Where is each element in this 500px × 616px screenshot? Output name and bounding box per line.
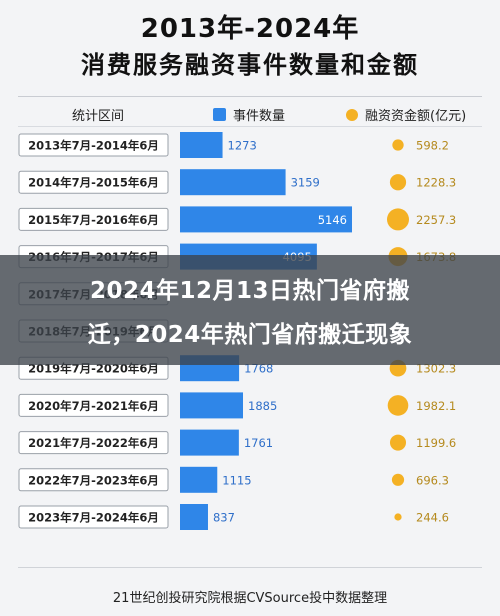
count-bar (180, 392, 244, 419)
category-label: 2014年7月-2015年6月 (28, 176, 159, 190)
amount-value-label: 1228.3 (416, 176, 456, 190)
count-value-label: 1115 (222, 473, 251, 487)
amount-value-label: 244.6 (416, 511, 449, 525)
category-box (18, 468, 169, 492)
legend-dot-icon (346, 108, 358, 121)
category-box (18, 393, 169, 417)
overlay-banner (0, 255, 500, 365)
top-divider (18, 96, 482, 97)
amount-value-label: 1302.3 (416, 362, 456, 376)
amount-dot (387, 208, 409, 231)
banner-line2: 迁，2024年热门省府搬迁现象 (87, 322, 413, 348)
amount-dot (387, 395, 409, 416)
count-value-label: 1761 (244, 436, 273, 450)
source-note: 21世纪创投研究院根据CVSource投中数据整理 (112, 591, 388, 606)
category-label: 2023年7月-2024年6月 (28, 511, 159, 525)
header-amount: 融资资金额(亿元) (346, 105, 466, 124)
category-label: 2013年7月-2014年6月 (28, 139, 159, 153)
category-label: 2021年7月-2022年6月 (28, 436, 159, 450)
amount-value-label: 598.2 (416, 139, 449, 153)
amount-value-label: 696.3 (416, 473, 449, 487)
category-label: 2022年7月-2023年6月 (28, 473, 159, 487)
banner-line1: 2024年12月13日热门省府搬 (89, 278, 411, 304)
header-count: 事件数量 (213, 105, 285, 124)
amount-value-label: 1199.6 (416, 436, 456, 450)
count-bar (180, 169, 286, 196)
chart-title-line1: 2013年-2024年 (140, 14, 360, 44)
legend-square-icon (213, 108, 226, 121)
count-bar (180, 206, 352, 233)
amount-value-label: 1982.1 (416, 399, 456, 413)
amount-dot (394, 513, 402, 521)
category-box (18, 170, 169, 194)
count-bar (180, 429, 239, 456)
amount-dot (391, 473, 405, 486)
category-box (18, 133, 169, 157)
count-value-label: 837 (213, 511, 235, 525)
count-bar (180, 132, 223, 158)
chart-title-line2: 消费服务融资事件数量和金额 (81, 51, 419, 79)
header-divider (18, 126, 482, 127)
bottom-divider (18, 567, 482, 568)
category-box (18, 505, 169, 529)
category-box (18, 431, 169, 455)
count-value-label: 1885 (248, 399, 277, 413)
category-label: 2019年7月-2020年6月 (28, 362, 159, 376)
count-value-label: 1273 (228, 139, 257, 153)
count-bar (180, 466, 218, 493)
count-value-label: 5146 (318, 213, 347, 227)
count-value-label: 1768 (244, 362, 273, 376)
amount-value-label: 2257.3 (416, 213, 456, 227)
header-count-label: 事件数量 (233, 109, 286, 124)
count-value-label: 3159 (291, 176, 320, 190)
header-period: 统计区间 (72, 109, 125, 124)
count-bar (180, 504, 208, 530)
category-box (18, 207, 169, 231)
category-label: 2015年7月-2016年6月 (28, 213, 159, 227)
header-amount-label: 融资资金额(亿元) (365, 109, 467, 124)
amount-dot (389, 174, 407, 191)
amount-dot (389, 434, 407, 451)
amount-dot (392, 139, 404, 151)
category-label: 2020年7月-2021年6月 (28, 399, 159, 413)
